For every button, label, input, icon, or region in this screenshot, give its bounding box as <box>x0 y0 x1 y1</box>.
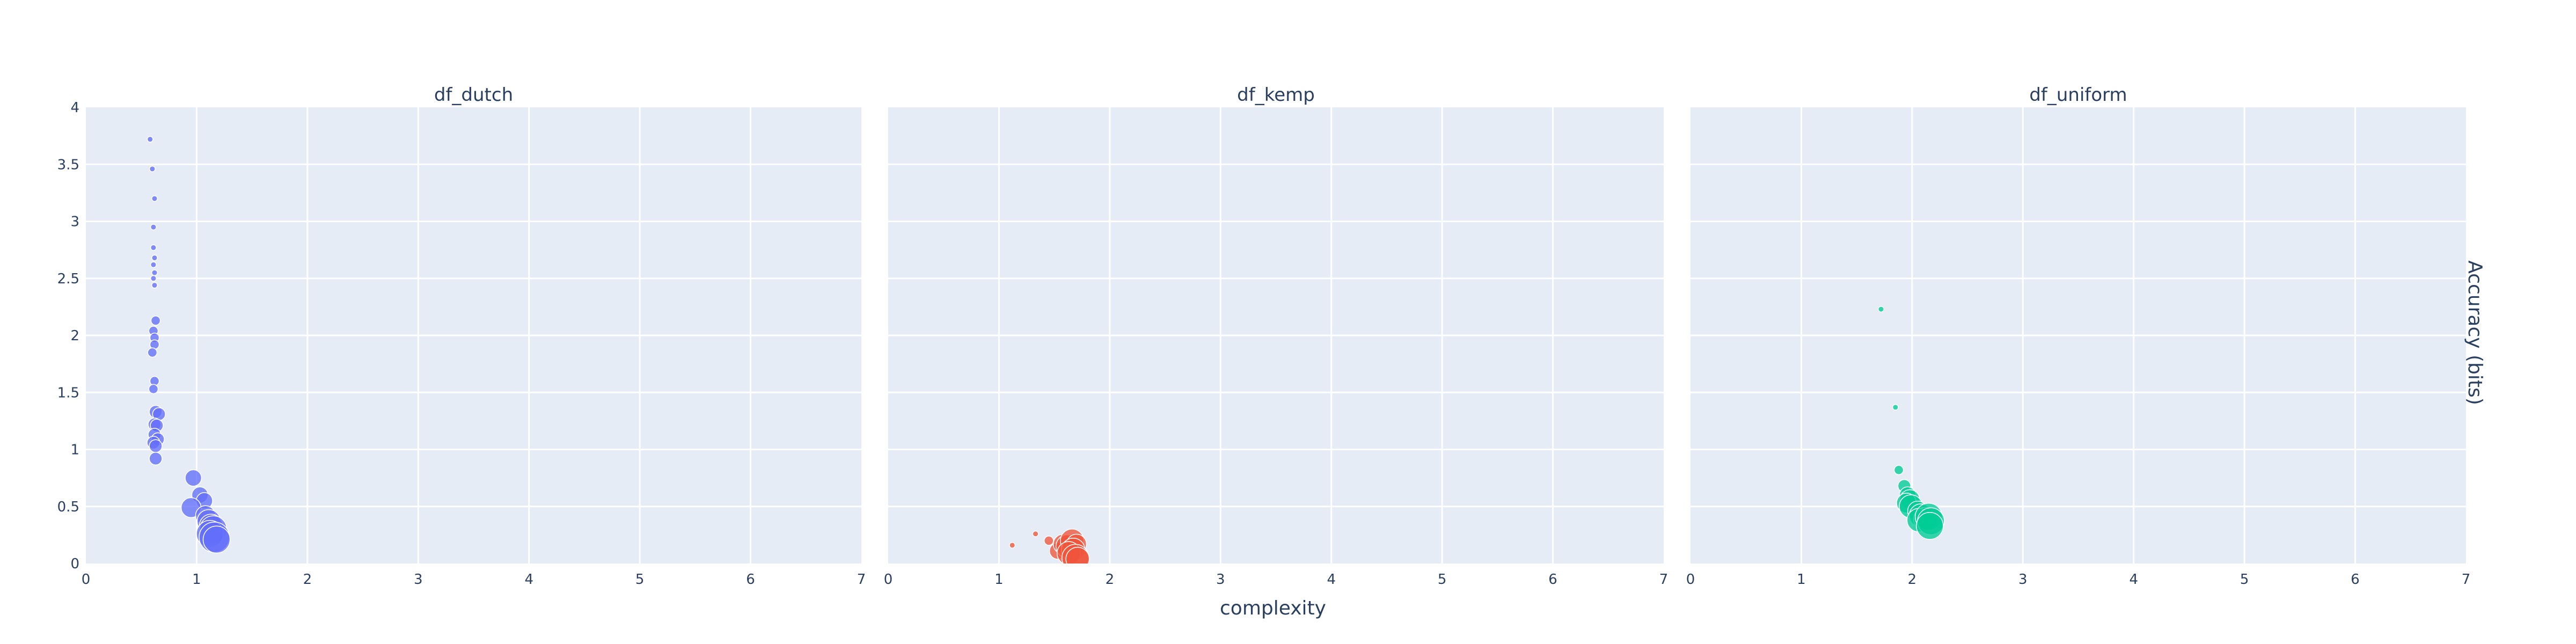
panel-title: df_uniform <box>2029 84 2127 106</box>
data-point[interactable] <box>150 224 157 231</box>
x-tick-label: 6 <box>1548 572 1557 588</box>
y-tick-label: 2.5 <box>57 271 79 287</box>
data-point[interactable] <box>1893 465 1904 475</box>
data-point[interactable] <box>1009 541 1016 549</box>
data-point[interactable] <box>150 244 157 251</box>
panel-title: df_kemp <box>1237 84 1315 106</box>
x-tick-label: 3 <box>1216 572 1225 588</box>
data-point[interactable] <box>151 269 158 276</box>
data-point[interactable] <box>1065 546 1090 571</box>
data-point[interactable] <box>1892 404 1899 411</box>
x-tick-label: 1 <box>1797 572 1806 588</box>
x-tick-label: 2 <box>1908 572 1917 588</box>
x-tick-label: 4 <box>1327 572 1336 588</box>
data-point[interactable] <box>149 451 163 466</box>
markers-df_uniform <box>1878 306 1945 540</box>
y-tick-label: 0 <box>70 556 79 572</box>
panel-title: df_dutch <box>434 84 513 106</box>
x-axis-title: complexity <box>1220 597 1326 619</box>
x-tick-label: 7 <box>857 572 866 588</box>
y-tick-label: 1.5 <box>57 385 79 401</box>
data-point[interactable] <box>149 439 163 453</box>
x-tick-label: 4 <box>524 572 533 588</box>
y-tick-label: 3.5 <box>57 157 79 173</box>
y-tick-label: 1 <box>70 442 79 458</box>
x-tick-label: 6 <box>746 572 755 588</box>
data-point[interactable] <box>1032 530 1039 537</box>
x-tick-label: 2 <box>1106 572 1115 588</box>
panel-df_kemp: 0 1 2 3 4 5 6 7 df_kemp <box>884 84 1668 588</box>
data-point[interactable] <box>147 347 158 358</box>
x-tick-label: 3 <box>2018 572 2028 588</box>
x-tick-label: 7 <box>1659 572 1668 588</box>
x-tick-label: 1 <box>994 572 1004 588</box>
x-tick-label: 4 <box>2129 572 2138 588</box>
x-tick-label: 3 <box>414 572 423 588</box>
x-tick-label: 5 <box>1438 572 1447 588</box>
y-tick-label: 0.5 <box>57 499 79 515</box>
data-point[interactable] <box>151 195 158 202</box>
data-point[interactable] <box>148 384 159 394</box>
markers-df_dutch <box>147 136 231 554</box>
data-point[interactable] <box>150 261 157 268</box>
x-tick-label: 5 <box>2240 572 2249 588</box>
chart-panels: 0 1 2 3 4 5 6 7 0 0.5 1 1.5 2 2.5 3 3.5 4 df_dutch 0 1 2 3 4 5 6… <box>57 84 2471 588</box>
data-point[interactable] <box>151 282 158 289</box>
panel-df_uniform: 0 1 2 3 4 5 6 7 df_uniform <box>1686 84 2471 588</box>
panel-df_dutch: 0 1 2 3 4 5 6 7 0 0.5 1 1.5 2 2.5 3 3.5 4 df_dutch <box>57 84 866 588</box>
x-tick-label: 2 <box>303 572 312 588</box>
x-tick-label: 1 <box>192 572 201 588</box>
data-point[interactable] <box>150 275 157 282</box>
data-point[interactable] <box>185 469 202 487</box>
x-tick-label: 5 <box>635 572 645 588</box>
data-point[interactable] <box>150 316 161 326</box>
data-point[interactable] <box>149 165 156 172</box>
data-point[interactable] <box>1043 536 1054 546</box>
x-tick-label: 0 <box>82 572 91 588</box>
data-point[interactable] <box>1878 306 1885 313</box>
y-axis-title: Accuracy (bits) <box>2464 260 2486 405</box>
x-tick-label: 6 <box>2351 572 2360 588</box>
y-tick-label: 4 <box>70 100 79 116</box>
data-point[interactable] <box>151 254 158 261</box>
y-tick-label: 3 <box>70 214 79 230</box>
data-point[interactable] <box>1916 512 1944 540</box>
x-tick-label: 0 <box>884 572 893 588</box>
data-point[interactable] <box>202 525 231 554</box>
y-tick-label: 2 <box>70 328 79 344</box>
markers-df_kemp <box>1009 528 1090 571</box>
x-tick-label: 7 <box>2462 572 2471 588</box>
x-tick-label: 0 <box>1686 572 1695 588</box>
data-point[interactable] <box>147 136 153 143</box>
